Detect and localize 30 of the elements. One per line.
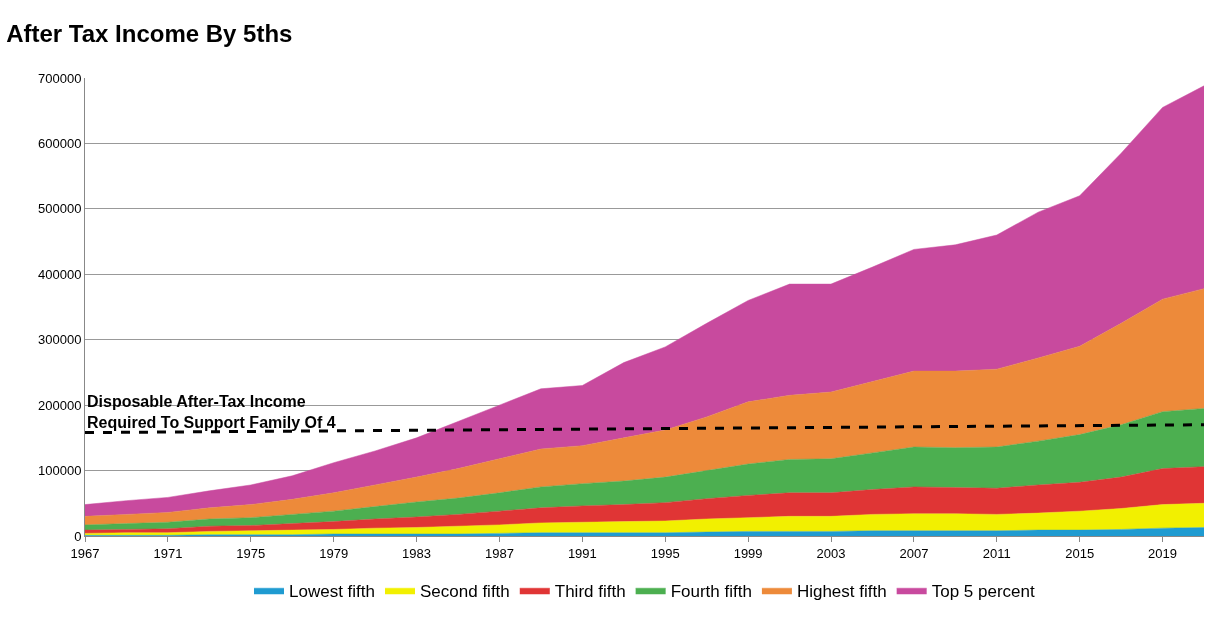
x-tick-label: 2007: [899, 545, 929, 561]
legend-label: Highest fifth: [796, 581, 887, 601]
legend-label: Lowest fifth: [289, 581, 375, 601]
x-tick-label: 2011: [982, 545, 1011, 561]
legend-label: Top 5 percent: [931, 581, 1035, 601]
chart-title: After Tax Income By 5ths: [6, 19, 293, 47]
y-tick-label: 400000: [38, 266, 82, 282]
x-tick-label: 1999: [733, 545, 763, 561]
x-tick-label: 1987: [484, 545, 514, 561]
y-tick-label: 200000: [38, 397, 82, 413]
legend-label: Third fifth: [554, 581, 626, 601]
x-tick-label: 2015: [1065, 545, 1095, 561]
y-tick-label: 500000: [38, 201, 82, 217]
x-tick-label: 1975: [236, 545, 266, 561]
y-tick-label: 0: [74, 528, 82, 544]
legend-label: Fourth fifth: [670, 581, 752, 601]
x-tick-label: 1991: [567, 545, 597, 561]
y-tick-label: 300000: [38, 332, 82, 348]
x-tick-label: 1983: [402, 545, 432, 561]
x-tick-label: 2003: [816, 545, 846, 561]
x-tick-label: 2019: [1148, 545, 1178, 561]
x-tick-label: 1979: [319, 545, 349, 561]
y-tick-label: 100000: [38, 463, 82, 479]
y-tick-label: 700000: [38, 70, 82, 86]
x-tick-label: 1995: [650, 545, 680, 561]
x-tick-label: 1967: [70, 545, 100, 561]
annotation: Disposable After-Tax Income Required To Support Family Of 4: [87, 393, 336, 431]
y-tick-label: 600000: [38, 135, 82, 151]
x-tick-label: 1971: [153, 545, 183, 561]
legend-label: Second fifth: [420, 581, 510, 601]
